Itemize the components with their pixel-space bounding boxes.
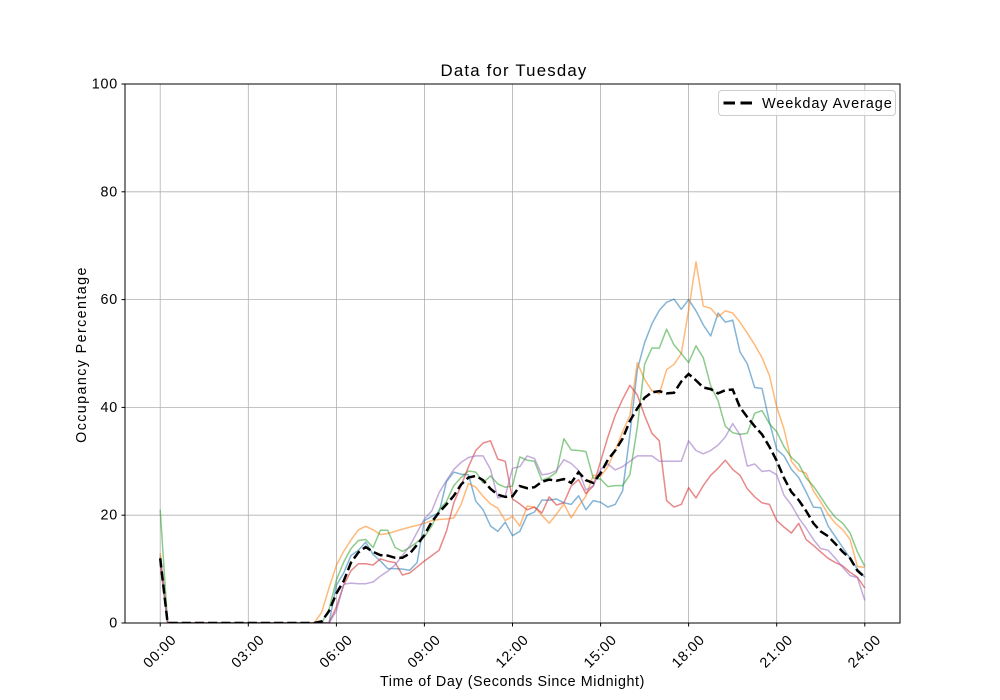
svg-text:80: 80 [100,184,118,200]
svg-text:Time of Day (Seconds Since Mid: Time of Day (Seconds Since Midnight) [380,674,645,690]
svg-text:Occupancy Percentage: Occupancy Percentage [74,266,90,443]
svg-text:Data for Tuesday: Data for Tuesday [441,61,588,80]
svg-text:Weekday Average: Weekday Average [762,96,893,112]
svg-text:20: 20 [100,508,118,524]
svg-text:100: 100 [92,77,118,93]
svg-text:60: 60 [100,292,118,308]
svg-text:40: 40 [100,400,118,416]
svg-text:0: 0 [109,616,118,632]
